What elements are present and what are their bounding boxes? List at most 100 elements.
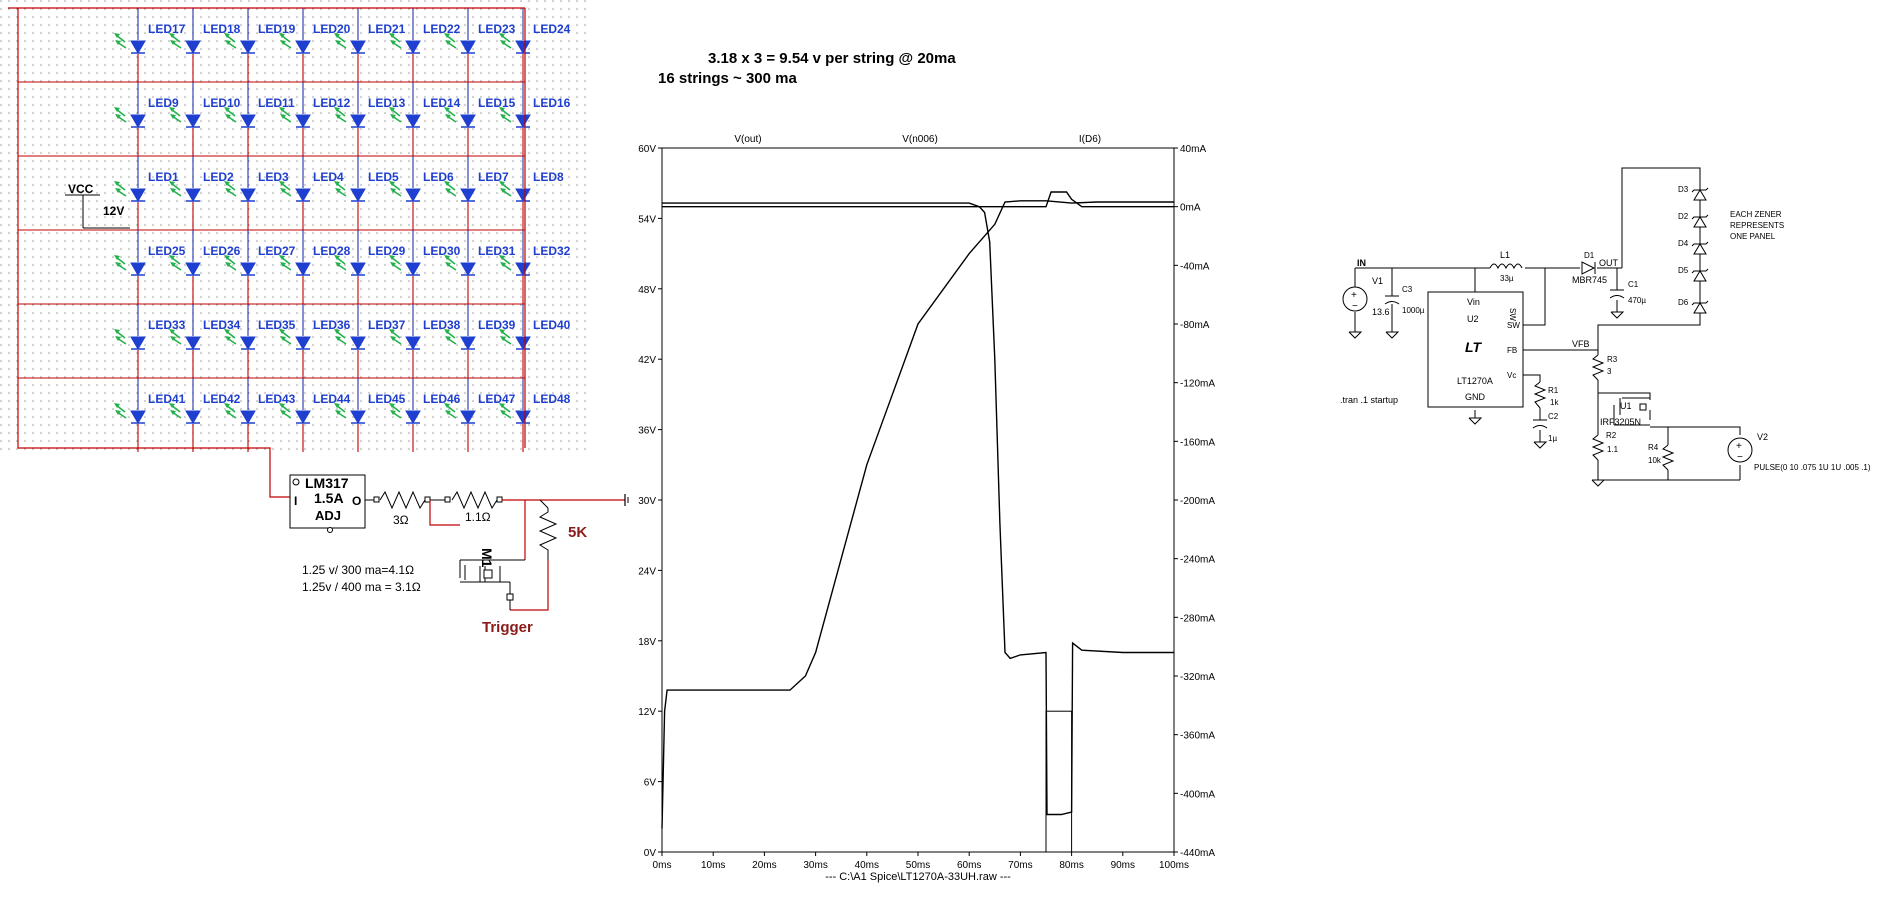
led-led37[interactable] — [334, 329, 366, 350]
capacitor-c3[interactable] — [1384, 295, 1400, 305]
led-led40[interactable] — [499, 329, 531, 350]
led-led12[interactable] — [279, 107, 311, 128]
y-left-tick-label: 54V — [638, 214, 656, 225]
y-left-tick-label: 12V — [638, 707, 656, 718]
mosfet-u1[interactable] — [1598, 392, 1650, 426]
led-led1[interactable] — [114, 181, 146, 202]
led-led43[interactable] — [224, 403, 256, 424]
resistor-5k[interactable] — [538, 508, 558, 560]
led-label-led2: LED2 — [203, 170, 234, 184]
led-led33[interactable] — [114, 329, 146, 350]
zener-d6[interactable] — [1691, 300, 1709, 314]
led-led47[interactable] — [444, 403, 476, 424]
legend-entry: V(n006) — [902, 134, 938, 145]
led-led44[interactable] — [279, 403, 311, 424]
svg-text:−: − — [1352, 301, 1358, 312]
led-led16[interactable] — [499, 107, 531, 128]
led-led27[interactable] — [224, 255, 256, 276]
capacitor-c2[interactable] — [1532, 419, 1548, 429]
led-led23[interactable] — [444, 33, 476, 54]
led-label-led24: LED24 — [533, 22, 571, 36]
led-led19[interactable] — [224, 33, 256, 54]
led-led14[interactable] — [389, 107, 421, 128]
led-label-led23: LED23 — [478, 22, 516, 36]
led-led45[interactable] — [334, 403, 366, 424]
lm317-rating: 1.5A — [314, 490, 344, 506]
led-led31[interactable] — [444, 255, 476, 276]
c2-name: C2 — [1548, 412, 1559, 421]
lm317-name: LM317 — [305, 475, 349, 491]
led-led26[interactable] — [169, 255, 201, 276]
led-label-led29: LED29 — [368, 244, 406, 258]
led-led35[interactable] — [224, 329, 256, 350]
led-led25[interactable] — [114, 255, 146, 276]
y-right-tick-label: -120mA — [1180, 379, 1215, 390]
led-led30[interactable] — [389, 255, 421, 276]
led-led36[interactable] — [279, 329, 311, 350]
lt1270a-ic[interactable] — [1427, 291, 1524, 408]
led-led7[interactable] — [444, 181, 476, 202]
led-led29[interactable] — [334, 255, 366, 276]
v2-source[interactable] — [1727, 437, 1753, 463]
led-led9[interactable] — [114, 107, 146, 128]
zener-d4[interactable] — [1691, 241, 1709, 255]
led-led24[interactable] — [499, 33, 531, 54]
resistor-r4[interactable] — [1661, 444, 1675, 471]
led-led8[interactable] — [499, 181, 531, 202]
led-led11[interactable] — [224, 107, 256, 128]
led-led32[interactable] — [499, 255, 531, 276]
y-left-tick-label: 6V — [644, 778, 657, 789]
led-led42[interactable] — [169, 403, 201, 424]
inductor-l1[interactable] — [1489, 263, 1523, 270]
led-led46[interactable] — [389, 403, 421, 424]
led-led17[interactable] — [114, 33, 146, 54]
led-label-led14: LED14 — [423, 96, 461, 110]
diode-d1[interactable] — [1581, 261, 1596, 275]
resistor-r3[interactable] — [1591, 354, 1605, 381]
legend-entry: I(D6) — [1079, 134, 1101, 145]
led-led28[interactable] — [279, 255, 311, 276]
ic-gnd-pin: GND — [1465, 392, 1486, 402]
led-led3[interactable] — [224, 181, 256, 202]
svg-text:+: + — [1736, 441, 1742, 452]
led-led13[interactable] — [334, 107, 366, 128]
mosfet-m1[interactable] — [459, 559, 525, 610]
x-tick-label: 40ms — [855, 860, 879, 871]
led-led41[interactable] — [114, 403, 146, 424]
led-label-led36: LED36 — [313, 318, 351, 332]
led-label-led10: LED10 — [203, 96, 241, 110]
led-led38[interactable] — [389, 329, 421, 350]
led-led20[interactable] — [279, 33, 311, 54]
c3-value: 1000µ — [1402, 306, 1425, 315]
plot-frame — [661, 147, 1175, 853]
led-led34[interactable] — [169, 329, 201, 350]
led-led2[interactable] — [169, 181, 201, 202]
resistor-1-1ohm[interactable] — [451, 490, 498, 510]
zener-d5[interactable] — [1691, 268, 1709, 282]
resistor-r2[interactable] — [1591, 434, 1605, 461]
led-led4[interactable] — [279, 181, 311, 202]
led-label-led39: LED39 — [478, 318, 516, 332]
led-label-led17: LED17 — [148, 22, 186, 36]
led-label-led6: LED6 — [423, 170, 454, 184]
y-left-tick-label: 36V — [638, 426, 656, 437]
l1-value: 33µ — [1500, 274, 1514, 283]
zener-d2[interactable] — [1691, 214, 1709, 228]
capacitor-c1[interactable] — [1609, 289, 1625, 299]
led-led6[interactable] — [389, 181, 421, 202]
led-led39[interactable] — [444, 329, 476, 350]
led-led5[interactable] — [334, 181, 366, 202]
led-label-led26: LED26 — [203, 244, 241, 258]
led-led48[interactable] — [499, 403, 531, 424]
resistor-r1[interactable] — [1533, 381, 1547, 409]
led-led10[interactable] — [169, 107, 201, 128]
v1-source[interactable] — [1342, 286, 1368, 312]
resistor-3ohm[interactable] — [379, 490, 426, 510]
led-led22[interactable] — [389, 33, 421, 54]
y-left-tick-label: 18V — [638, 637, 656, 648]
r4-value: 10k — [1648, 456, 1662, 465]
led-led18[interactable] — [169, 33, 201, 54]
lm317-box[interactable] — [289, 474, 366, 529]
led-led15[interactable] — [444, 107, 476, 128]
led-led21[interactable] — [334, 33, 366, 54]
